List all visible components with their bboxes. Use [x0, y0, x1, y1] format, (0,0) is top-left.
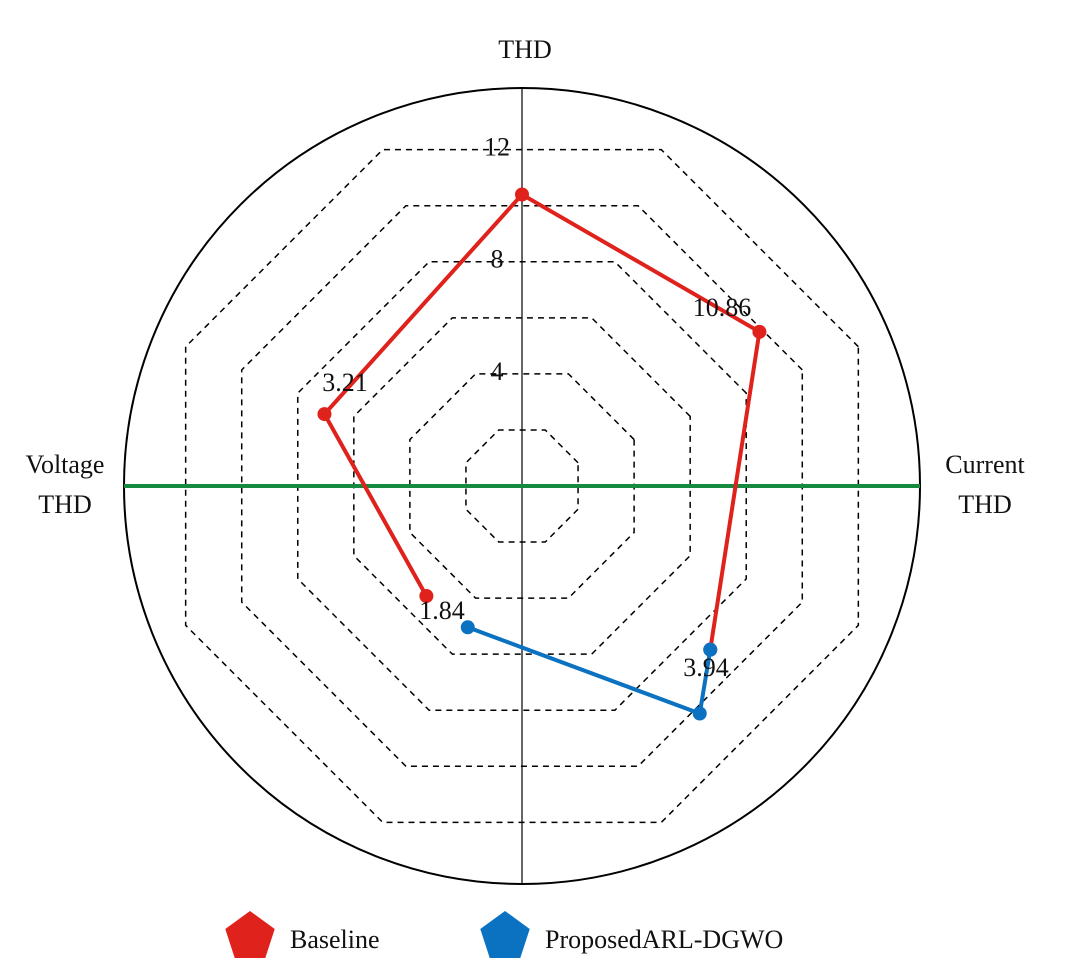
r-tick-label: 8 [491, 245, 504, 274]
legend-swatch [480, 911, 530, 959]
axis-label-top: THD [498, 35, 551, 64]
grid-ring [297, 261, 747, 711]
r-tick-label: 12 [484, 133, 510, 162]
legend-label: ProposedARL-DGWO [545, 925, 783, 954]
legend-label: Baseline [290, 925, 380, 954]
axis-label-right: Current THD [945, 450, 1025, 519]
axis-label-left: Voltage THD [26, 450, 105, 519]
point [703, 642, 718, 657]
grid-ring [240, 204, 804, 768]
series-line [467, 625, 713, 717]
point [460, 620, 475, 635]
annotation: 3.94 [683, 653, 729, 682]
legend-swatch [225, 911, 275, 959]
annotation: 10.86 [693, 293, 752, 322]
point [692, 706, 707, 721]
point [317, 407, 332, 422]
point [752, 324, 767, 339]
series-line [322, 191, 762, 650]
point [515, 187, 529, 202]
annotation: 1.84 [419, 596, 465, 625]
annotation: 3.21 [322, 368, 368, 397]
grid-ring [184, 148, 860, 824]
grid-ring [409, 373, 635, 599]
point [419, 588, 434, 603]
r-tick-label: 4 [491, 357, 504, 386]
grid-ring [353, 317, 691, 655]
grid-ring [465, 429, 579, 543]
